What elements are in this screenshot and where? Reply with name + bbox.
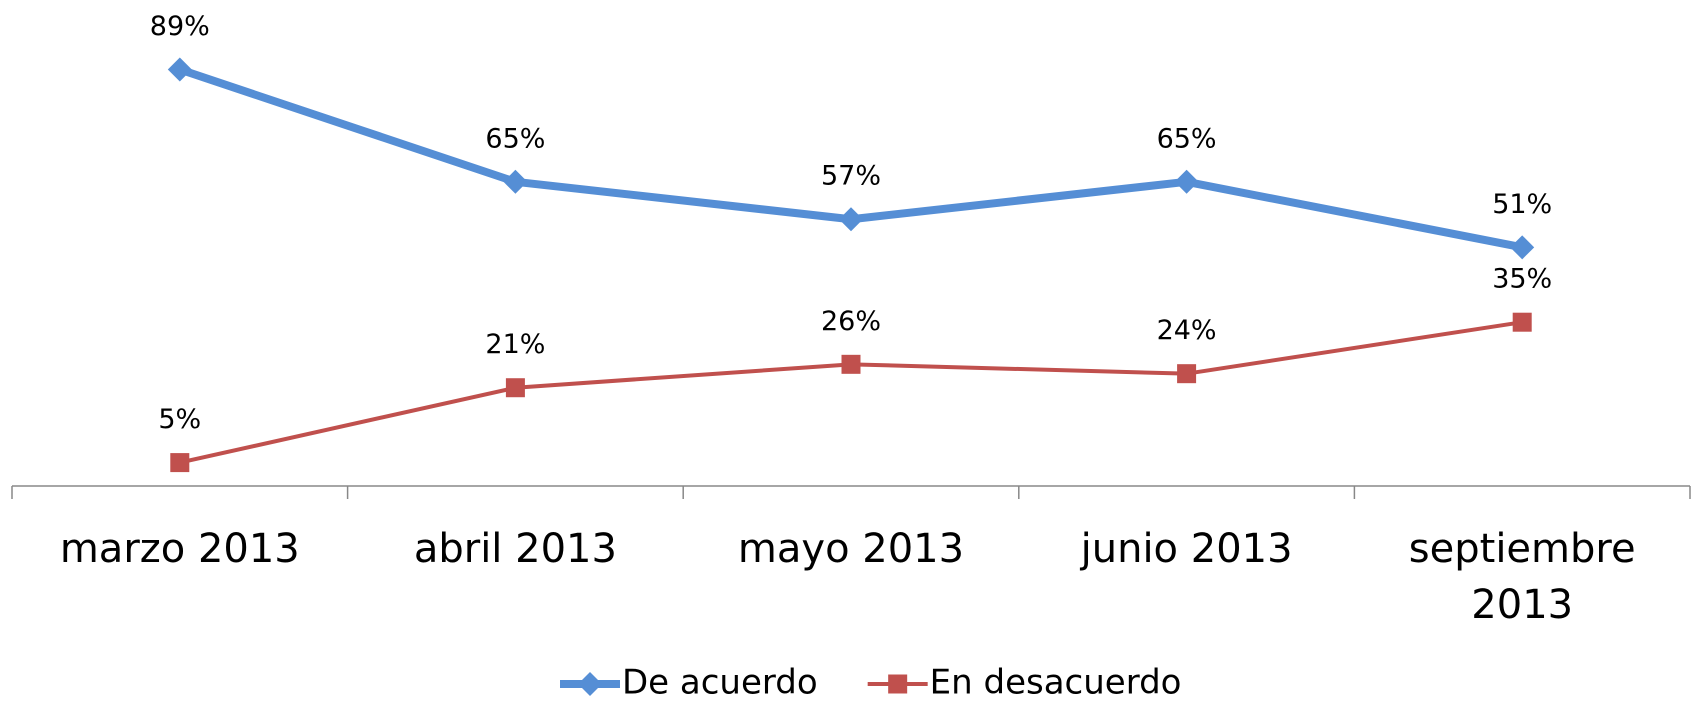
data-point xyxy=(1174,169,1199,194)
legend-label: De acuerdo xyxy=(622,663,818,703)
data-point xyxy=(1512,312,1532,332)
legend-marker xyxy=(578,672,602,696)
data-label: 89% xyxy=(150,11,210,42)
data-point xyxy=(839,207,863,232)
data-label: 57% xyxy=(821,161,881,192)
data-label: 35% xyxy=(1492,264,1552,295)
data-point xyxy=(167,57,192,82)
series-line xyxy=(179,320,1523,465)
data-point xyxy=(1177,364,1197,384)
x-tick-label: mayo 2013 xyxy=(738,526,964,572)
data-point xyxy=(170,453,190,473)
legend-label: En desacuerdo xyxy=(930,663,1182,703)
data-label: 65% xyxy=(1157,123,1217,154)
x-tick-label: junio 2013 xyxy=(1080,526,1293,572)
data-point xyxy=(841,354,861,374)
data-label: 26% xyxy=(821,306,881,337)
data-label: 21% xyxy=(485,329,545,360)
data-label: 51% xyxy=(1492,189,1552,220)
data-point xyxy=(1510,235,1535,260)
legend-marker xyxy=(888,674,908,694)
data-point xyxy=(505,378,525,398)
data-label: 5% xyxy=(158,404,201,435)
data-label: 24% xyxy=(1157,315,1217,346)
x-tick-label: abril 2013 xyxy=(414,526,617,572)
x-tick-label: septiembre 2013 xyxy=(1409,526,1636,628)
data-point xyxy=(503,169,528,194)
data-label: 65% xyxy=(485,123,545,154)
x-tick-label: marzo 2013 xyxy=(60,526,300,572)
